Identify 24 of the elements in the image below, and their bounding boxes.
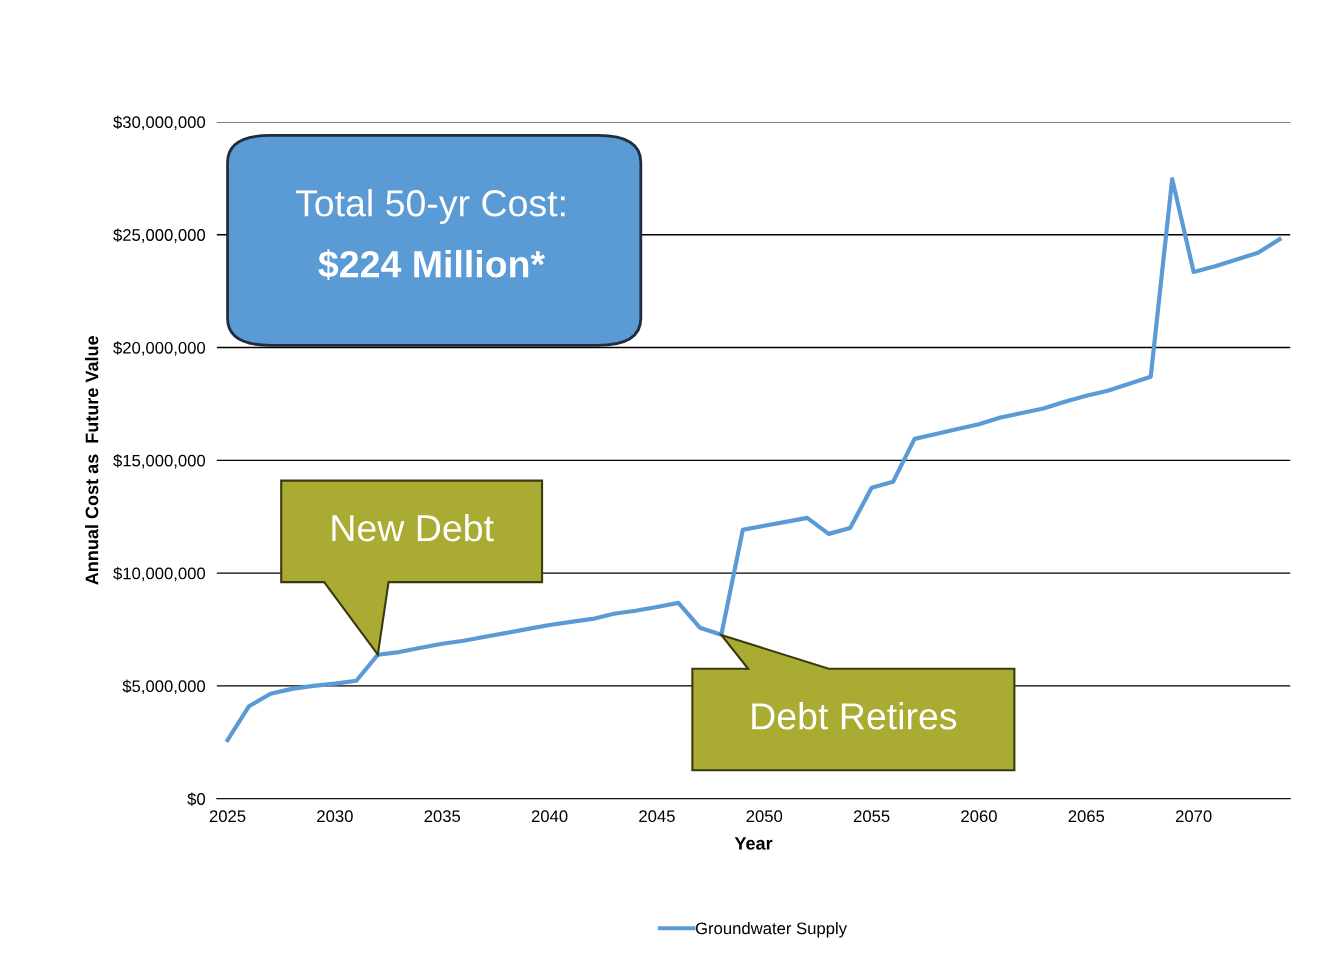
x-axis-title: Year bbox=[734, 837, 773, 850]
y-tick-label: $15,000,000 bbox=[113, 454, 206, 469]
x-tick-label: 2055 bbox=[853, 810, 890, 823]
y-tick-label: $5,000,000 bbox=[122, 679, 206, 695]
y-tick-label: $20,000,000 bbox=[113, 341, 206, 356]
x-tick-label: 2025 bbox=[209, 810, 246, 823]
annotation: Debt Retires bbox=[752, 702, 957, 730]
y-axis-title: Annual Cost as Future Value bbox=[85, 336, 99, 585]
x-tick-label: 2045 bbox=[639, 810, 675, 823]
annotation: New Debt bbox=[332, 513, 494, 542]
y-tick-label: $0 bbox=[187, 792, 206, 806]
annotation: Total 50-yr Cost: $224 Million* bbox=[295, 189, 565, 280]
y-tick-label: $30,000,000 bbox=[113, 115, 206, 131]
x-tick-label: 2040 bbox=[531, 810, 568, 823]
x-tick-label: 2050 bbox=[746, 810, 783, 823]
legend-label: Groundwater Supply bbox=[695, 922, 847, 938]
x-tick-label: 2060 bbox=[961, 810, 997, 823]
y-tick-label: $10,000,000 bbox=[113, 566, 206, 582]
x-tick-label: 2030 bbox=[317, 810, 353, 823]
x-tick-label: 2070 bbox=[1175, 810, 1212, 823]
x-tick-label: 2065 bbox=[1068, 810, 1105, 823]
line-series bbox=[225, 176, 1282, 743]
x-tick-label: 2035 bbox=[424, 810, 461, 823]
y-tick-label: $25,000,000 bbox=[113, 228, 206, 243]
